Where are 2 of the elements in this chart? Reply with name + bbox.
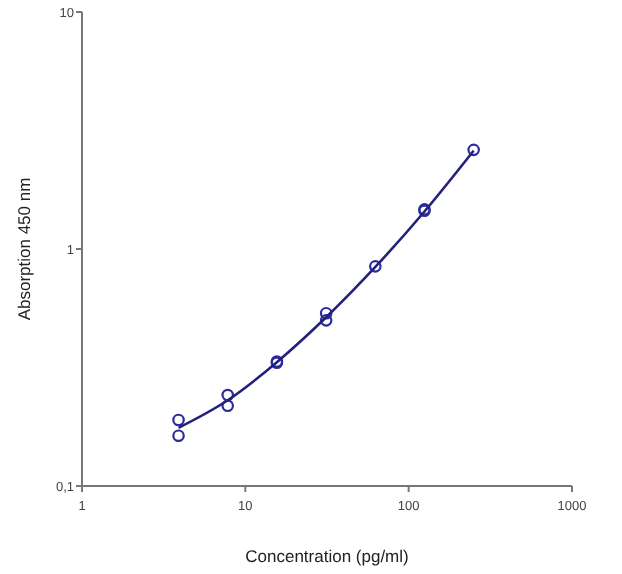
x-axis-title: Concentration (pg/ml) xyxy=(245,546,410,566)
y-axis-title: Absorption 450 nm xyxy=(14,177,34,321)
